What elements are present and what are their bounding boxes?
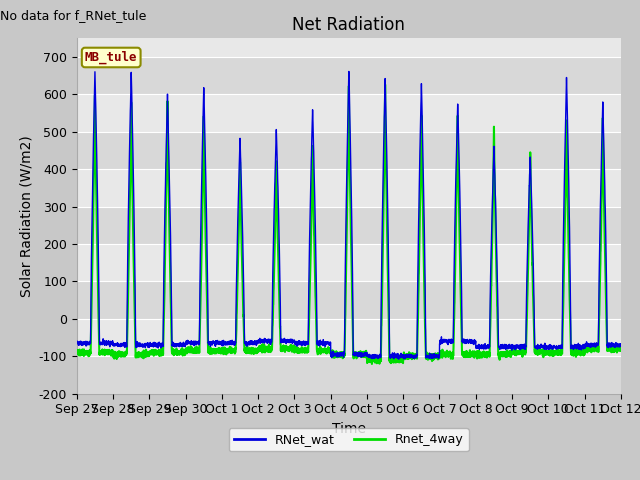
RNet_wat	[616, 341, 624, 347]
Rnet_4way	[616, 348, 624, 353]
RNet_wat	[328, 352, 336, 358]
Bar	[77, 169, 621, 207]
RNet_wat	[617, 343, 625, 348]
RNet_wat	[73, 340, 81, 346]
Bar	[77, 244, 621, 281]
RNet_wat	[171, 343, 179, 348]
Bar	[77, 207, 621, 244]
Rnet_4way	[617, 347, 625, 352]
Rnet_4way	[471, 352, 479, 358]
Text: No data for f_RNet_tule: No data for f_RNet_tule	[1, 9, 147, 22]
Bar	[77, 132, 621, 169]
RNet_wat	[345, 69, 353, 74]
Rnet_4way	[368, 361, 376, 367]
Rnet_4way	[381, 82, 389, 87]
Title: Net Radiation: Net Radiation	[292, 16, 405, 34]
Rnet_4way	[441, 352, 449, 358]
Line: Rnet_4way: Rnet_4way	[77, 84, 621, 364]
X-axis label: Time: Time	[332, 422, 366, 436]
Rnet_4way	[328, 352, 336, 358]
Line: RNet_wat: RNet_wat	[77, 72, 621, 359]
Bar	[77, 57, 621, 95]
Text: MB_tule: MB_tule	[85, 51, 138, 64]
Bar	[77, 356, 621, 394]
RNet_wat	[395, 356, 403, 362]
RNet_wat	[471, 339, 479, 345]
Y-axis label: Solar Radiation (W/m2): Solar Radiation (W/m2)	[19, 135, 33, 297]
Bar	[77, 319, 621, 356]
Legend: RNet_wat, Rnet_4way: RNet_wat, Rnet_4way	[229, 428, 468, 451]
RNet_wat	[441, 337, 449, 343]
Rnet_4way	[502, 354, 509, 360]
Bar	[77, 95, 621, 132]
Bar	[77, 281, 621, 319]
Rnet_4way	[171, 348, 179, 354]
Rnet_4way	[73, 349, 81, 355]
RNet_wat	[502, 347, 509, 353]
